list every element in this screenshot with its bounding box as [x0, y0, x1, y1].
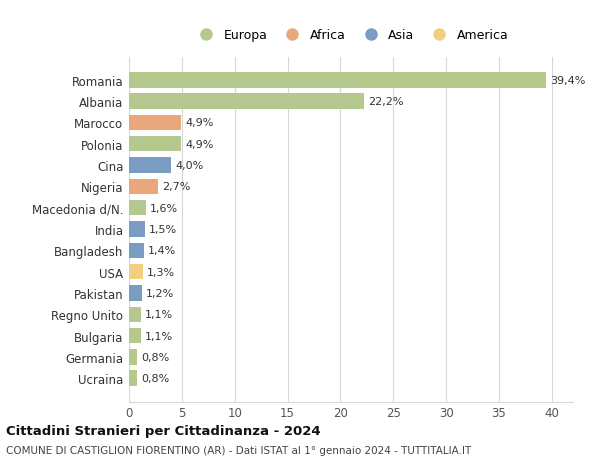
Text: Cittadini Stranieri per Cittadinanza - 2024: Cittadini Stranieri per Cittadinanza - 2… — [6, 424, 320, 437]
Bar — [129, 201, 146, 216]
Text: 1,3%: 1,3% — [147, 267, 175, 277]
Text: 4,9%: 4,9% — [185, 140, 214, 150]
Text: 22,2%: 22,2% — [368, 97, 403, 107]
Bar — [129, 371, 137, 386]
Text: COMUNE DI CASTIGLION FIORENTINO (AR) - Dati ISTAT al 1° gennaio 2024 - TUTTITALI: COMUNE DI CASTIGLION FIORENTINO (AR) - D… — [6, 446, 471, 455]
Bar — [129, 264, 143, 280]
Text: 1,1%: 1,1% — [145, 309, 173, 319]
Text: 39,4%: 39,4% — [550, 76, 585, 86]
Bar — [129, 285, 142, 301]
Bar — [129, 349, 137, 365]
Bar — [129, 179, 158, 195]
Bar — [129, 116, 181, 131]
Bar — [129, 158, 171, 174]
Text: 4,9%: 4,9% — [185, 118, 214, 128]
Text: 2,7%: 2,7% — [162, 182, 190, 192]
Text: 1,2%: 1,2% — [146, 288, 174, 298]
Text: 1,4%: 1,4% — [148, 246, 176, 256]
Bar — [129, 222, 145, 237]
Legend: Europa, Africa, Asia, America: Europa, Africa, Asia, America — [193, 29, 509, 42]
Text: 1,6%: 1,6% — [150, 203, 178, 213]
Bar — [129, 73, 545, 88]
Text: 4,0%: 4,0% — [176, 161, 204, 171]
Bar — [129, 243, 144, 258]
Bar — [129, 307, 140, 322]
Bar — [129, 328, 140, 343]
Text: 1,1%: 1,1% — [145, 331, 173, 341]
Text: 0,8%: 0,8% — [142, 373, 170, 383]
Bar — [129, 137, 181, 152]
Text: 1,5%: 1,5% — [149, 224, 177, 235]
Text: 0,8%: 0,8% — [142, 352, 170, 362]
Bar — [129, 94, 364, 110]
